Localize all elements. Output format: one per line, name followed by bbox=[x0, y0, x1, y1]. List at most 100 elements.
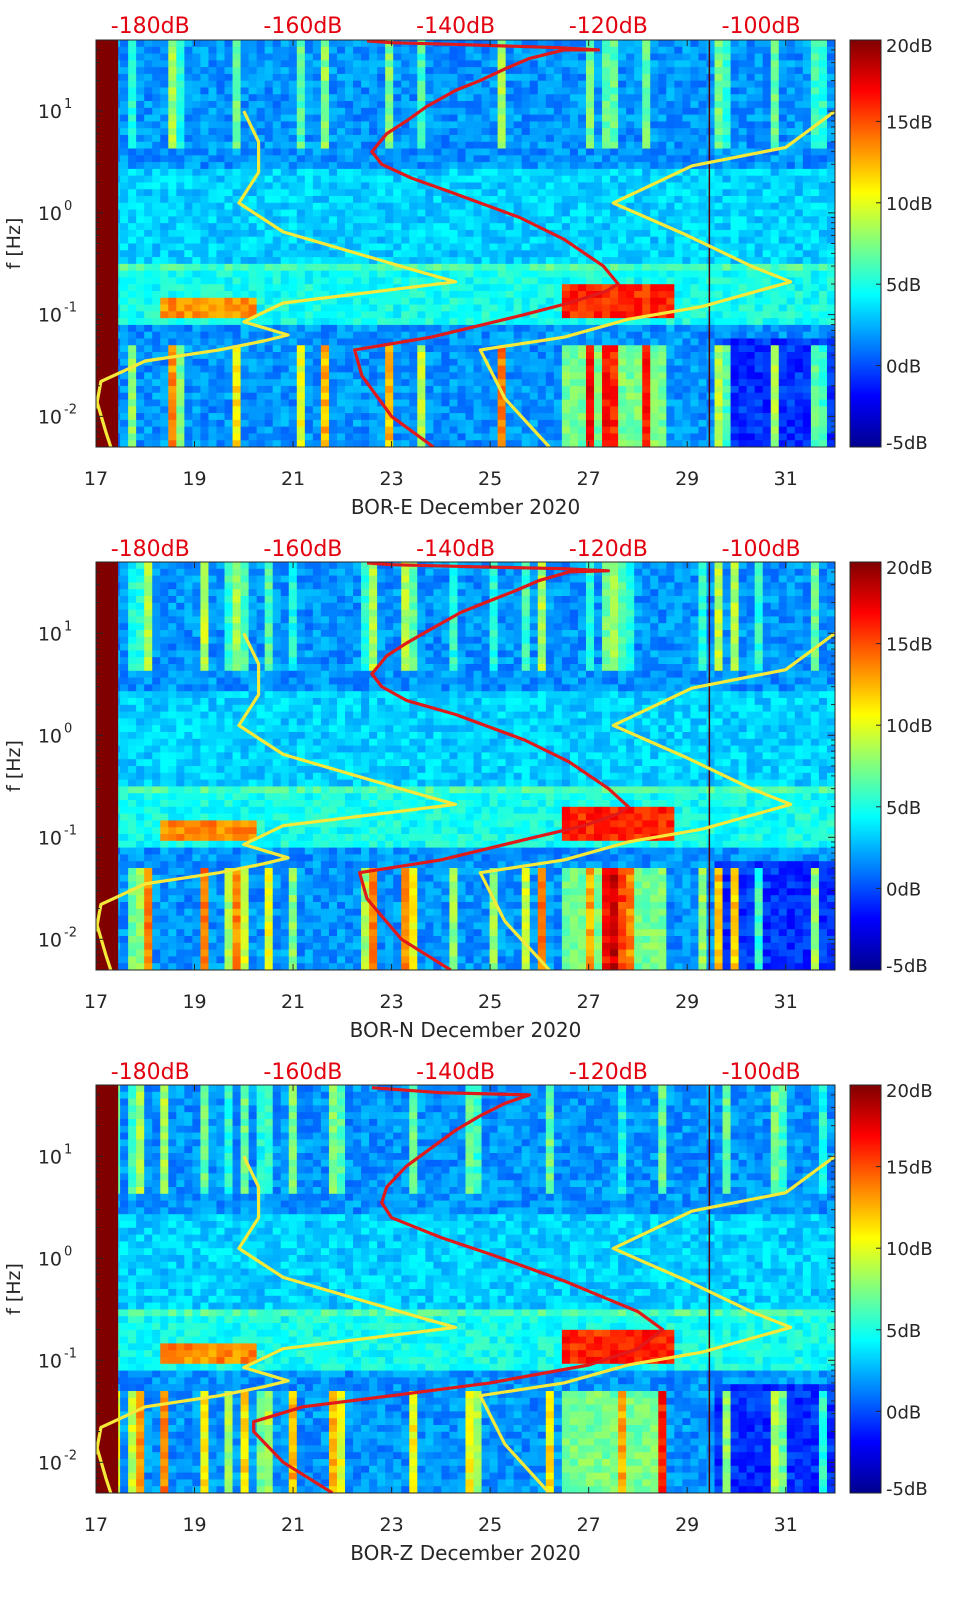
y-tick-label: 10 bbox=[38, 203, 62, 225]
top-db-label: -140dB bbox=[416, 1060, 495, 1085]
y-tick-label: 10 bbox=[38, 827, 62, 849]
y-axis-label: f [Hz] bbox=[3, 218, 25, 270]
spectrogram-image bbox=[96, 562, 836, 971]
x-tick-label: 19 bbox=[182, 468, 206, 490]
colorbar: -5dB 0dB 5dB 10dB 15dB 20dB bbox=[850, 558, 933, 977]
y-tick-exponent: -2 bbox=[64, 925, 77, 940]
colorbar-tick-label: 20dB bbox=[886, 36, 933, 57]
colorbar-tick-label: 5dB bbox=[886, 275, 921, 296]
top-db-label: -100dB bbox=[722, 14, 801, 39]
y-tick-label: 10 bbox=[38, 101, 62, 123]
y-tick-label: 10 bbox=[38, 406, 62, 428]
x-tick-label: 17 bbox=[84, 1514, 108, 1536]
x-tick-label: 25 bbox=[478, 1514, 502, 1536]
x-axis-label: BOR-E December 2020 bbox=[351, 495, 580, 519]
x-tick-label: 21 bbox=[281, 468, 305, 490]
colorbar: -5dB 0dB 5dB 10dB 15dB 20dB bbox=[850, 36, 933, 454]
y-tick-exponent: -1 bbox=[64, 823, 77, 838]
top-db-label: -140dB bbox=[416, 537, 495, 562]
x-tick-label: 31 bbox=[774, 1514, 798, 1536]
y-tick-exponent: 0 bbox=[64, 721, 72, 736]
x-tick-label: 19 bbox=[182, 991, 206, 1013]
x-tick-label: 19 bbox=[182, 1514, 206, 1536]
colorbar-tick-label: 0dB bbox=[886, 357, 921, 378]
x-axis-label: BOR-Z December 2020 bbox=[350, 1541, 580, 1565]
colorbar-tick-label: -5dB bbox=[886, 956, 928, 977]
colorbar-gradient bbox=[850, 40, 881, 447]
colorbar-tick-label: 15dB bbox=[886, 1158, 933, 1179]
y-tick-label: 10 bbox=[38, 725, 62, 747]
top-db-label: -180dB bbox=[111, 1060, 190, 1085]
top-db-label: -140dB bbox=[416, 14, 495, 39]
y-tick-exponent: -1 bbox=[64, 301, 77, 316]
colorbar-gradient bbox=[850, 562, 881, 970]
colorbar-tick-label: 5dB bbox=[886, 798, 921, 819]
x-tick-label: 31 bbox=[774, 991, 798, 1013]
y-tick-label: 10 bbox=[38, 929, 62, 951]
top-db-label: -120dB bbox=[569, 1060, 648, 1085]
y-tick-exponent: 1 bbox=[64, 619, 72, 634]
top-db-label: -100dB bbox=[722, 537, 801, 562]
spectrogram-image bbox=[96, 40, 836, 448]
y-tick-label: 10 bbox=[38, 1146, 62, 1168]
top-db-label: -160dB bbox=[263, 14, 342, 39]
x-tick-label: 29 bbox=[675, 1514, 699, 1536]
colorbar-tick-label: 20dB bbox=[886, 558, 933, 579]
x-tick-label: 31 bbox=[774, 468, 798, 490]
colorbar-tick-label: 5dB bbox=[886, 1321, 921, 1342]
colorbar-tick-label: 10dB bbox=[886, 194, 933, 215]
x-tick-label: 25 bbox=[478, 468, 502, 490]
colorbar-tick-label: -5dB bbox=[886, 1479, 928, 1500]
x-axis-label: BOR-N December 2020 bbox=[350, 1018, 582, 1042]
y-tick-label: 10 bbox=[38, 623, 62, 645]
x-tick-label: 23 bbox=[380, 1514, 404, 1536]
y-tick-label: 10 bbox=[38, 1248, 62, 1270]
colorbar-gradient bbox=[850, 1085, 881, 1493]
colorbar-tick-label: 10dB bbox=[886, 1239, 933, 1260]
top-db-label: -160dB bbox=[263, 537, 342, 562]
top-db-label: -180dB bbox=[111, 537, 190, 562]
y-tick-exponent: -2 bbox=[64, 1448, 77, 1463]
spectrogram-image bbox=[96, 1085, 836, 1494]
y-tick-exponent: -1 bbox=[64, 1346, 77, 1361]
x-tick-label: 27 bbox=[577, 991, 601, 1013]
y-tick-exponent: 0 bbox=[64, 1244, 72, 1259]
y-tick-label: 10 bbox=[38, 1452, 62, 1474]
y-tick-label: 10 bbox=[38, 1350, 62, 1372]
x-tick-label: 17 bbox=[84, 991, 108, 1013]
x-tick-label: 23 bbox=[380, 991, 404, 1013]
top-db-label: -120dB bbox=[569, 537, 648, 562]
x-tick-label: 29 bbox=[675, 468, 699, 490]
colorbar-tick-label: 15dB bbox=[886, 112, 933, 133]
y-tick-label: 10 bbox=[38, 305, 62, 327]
y-tick-exponent: 0 bbox=[64, 199, 72, 214]
colorbar-tick-label: 20dB bbox=[886, 1081, 933, 1102]
x-tick-label: 17 bbox=[84, 468, 108, 490]
x-tick-label: 21 bbox=[281, 1514, 305, 1536]
colorbar-tick-label: 0dB bbox=[886, 879, 921, 900]
y-tick-exponent: -2 bbox=[64, 402, 77, 417]
colorbar-tick-label: 0dB bbox=[886, 1402, 921, 1423]
y-axis-label: f [Hz] bbox=[3, 1263, 25, 1315]
colorbar-tick-label: 10dB bbox=[886, 716, 933, 737]
x-tick-label: 29 bbox=[675, 991, 699, 1013]
colorbar: -5dB 0dB 5dB 10dB 15dB 20dB bbox=[850, 1081, 933, 1500]
x-tick-label: 21 bbox=[281, 991, 305, 1013]
colorbar-tick-label: 15dB bbox=[886, 635, 933, 656]
top-db-label: -180dB bbox=[111, 14, 190, 39]
y-axis-label: f [Hz] bbox=[3, 740, 25, 792]
x-tick-label: 25 bbox=[478, 991, 502, 1013]
top-db-label: -120dB bbox=[569, 14, 648, 39]
y-tick-exponent: 1 bbox=[64, 97, 72, 112]
x-tick-label: 27 bbox=[577, 468, 601, 490]
top-db-label: -160dB bbox=[263, 1060, 342, 1085]
y-tick-exponent: 1 bbox=[64, 1142, 72, 1157]
x-tick-label: 27 bbox=[577, 1514, 601, 1536]
x-tick-label: 23 bbox=[380, 468, 404, 490]
colorbar-tick-label: -5dB bbox=[886, 433, 928, 454]
